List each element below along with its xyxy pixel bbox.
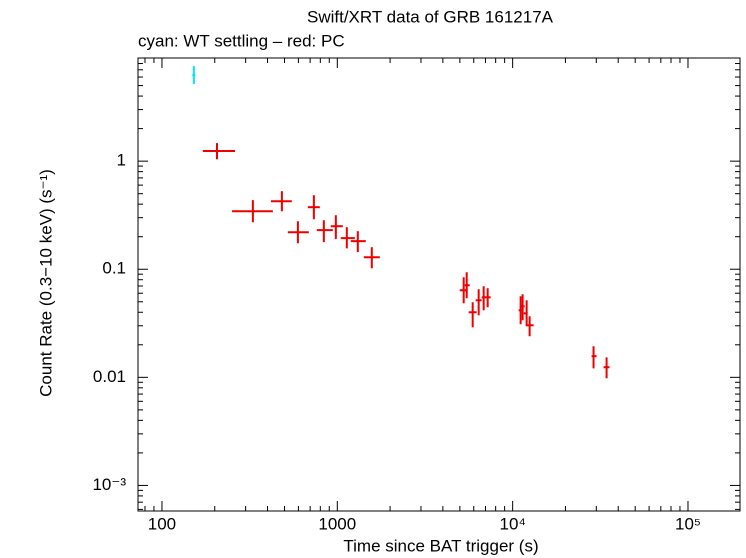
chart-title: Swift/XRT data of GRB 161217A: [307, 7, 554, 26]
y-tick-label: 1: [117, 151, 126, 170]
x-tick-label: 1000: [318, 514, 356, 533]
chart-subtitle: cyan: WT settling – red: PC: [138, 31, 345, 50]
x-tick-label: 10⁵: [675, 514, 701, 533]
y-axis-label: Count Rate (0.3−10 keV) (s⁻¹): [36, 169, 55, 397]
plot-frame: [137, 57, 741, 512]
x-tick-label: 100: [148, 514, 176, 533]
y-tick-label: 0.01: [93, 367, 126, 386]
x-tick-label: 10⁴: [500, 514, 526, 533]
x-axis-label: Time since BAT trigger (s): [343, 536, 538, 555]
y-tick-label: 10⁻³: [92, 475, 126, 494]
y-tick-label: 0.1: [102, 259, 126, 278]
